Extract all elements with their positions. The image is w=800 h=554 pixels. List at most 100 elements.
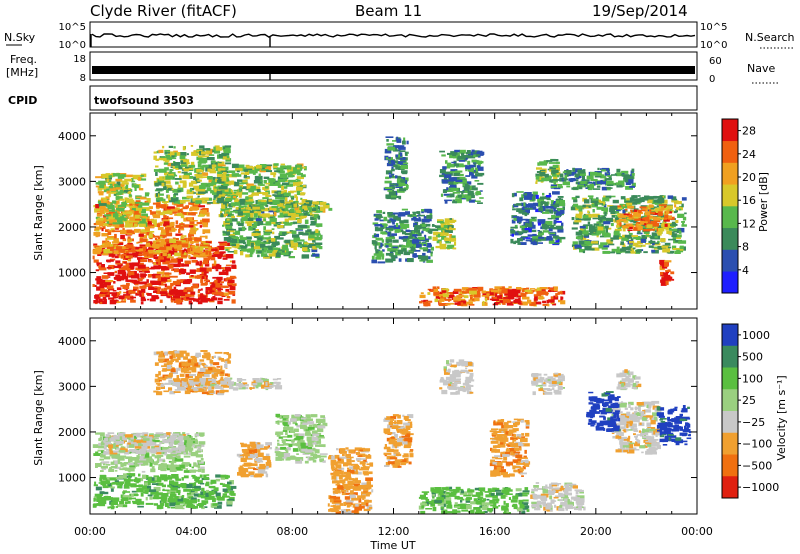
echo-cell <box>98 438 101 442</box>
echo-cell <box>199 253 206 257</box>
echo-cell <box>215 474 221 478</box>
echo-cell <box>561 222 564 227</box>
echo-cell <box>249 210 255 213</box>
echo-cell <box>390 173 395 176</box>
echo-cell <box>594 202 597 205</box>
echo-cell <box>660 238 666 242</box>
echo-cell <box>548 239 555 244</box>
echo-cell <box>202 190 206 193</box>
echo-cell <box>556 174 559 178</box>
echo-cell <box>156 290 161 294</box>
echo-cell <box>238 187 242 192</box>
echo-cell <box>227 498 235 501</box>
echo-cell <box>245 236 252 240</box>
echo-cell <box>223 182 229 186</box>
echo-cell <box>267 178 275 181</box>
echo-cell <box>319 201 327 206</box>
echo-cell <box>180 236 185 239</box>
echo-cell <box>241 248 249 252</box>
echo-cell <box>539 162 547 166</box>
echo-cell <box>577 184 585 187</box>
echo-cell <box>513 299 521 304</box>
echo-cell <box>450 237 457 242</box>
echo-cell <box>401 208 408 211</box>
echo-cell <box>574 220 582 223</box>
echo-cell <box>284 239 291 244</box>
echo-cell <box>153 169 161 172</box>
echo-cell <box>467 150 471 155</box>
echo-cell <box>675 208 678 213</box>
echo-cell <box>650 239 653 244</box>
echo-cell <box>596 234 599 238</box>
echo-cell <box>430 290 434 292</box>
echo-cell <box>475 154 480 157</box>
echo-cell <box>212 497 216 503</box>
echo-cell <box>586 248 595 251</box>
echo-cell <box>659 206 665 211</box>
echo-cell <box>391 175 394 178</box>
echo-cell <box>172 241 178 246</box>
echo-cell <box>652 211 660 215</box>
echo-cell <box>384 148 392 154</box>
echo-cell <box>284 213 292 216</box>
echo-cell <box>305 203 312 207</box>
echo-cell <box>277 203 284 207</box>
echo-cell <box>227 284 234 287</box>
echo-cell <box>215 269 219 272</box>
echo-cell <box>122 491 126 494</box>
echo-cell <box>190 298 196 301</box>
echo-cell <box>647 196 654 200</box>
echo-cell <box>465 195 472 199</box>
echo-cell <box>628 232 633 235</box>
echo-cell <box>469 201 475 203</box>
echo-cell <box>177 497 184 502</box>
echo-cell <box>246 183 254 186</box>
echo-cell <box>542 303 548 306</box>
echo-cell <box>101 491 109 495</box>
echo-cell <box>164 251 171 256</box>
echo-cell <box>225 155 230 159</box>
echo-cell <box>212 503 218 506</box>
echo-cell <box>589 230 594 236</box>
echo-cell <box>538 290 547 295</box>
echo-cell <box>458 158 464 161</box>
echo-cell <box>170 197 179 202</box>
echo-cell <box>159 212 163 215</box>
echo-cell <box>546 299 549 304</box>
echo-cell <box>653 199 660 203</box>
echo-cell <box>598 199 601 203</box>
echo-cell <box>171 157 177 160</box>
echo-cell <box>398 212 406 217</box>
echo-cell <box>269 214 274 217</box>
echo-cell <box>635 198 642 203</box>
echo-cell <box>127 500 131 504</box>
echo-cell <box>261 241 264 245</box>
echo-cell <box>246 239 251 244</box>
echo-cell <box>156 261 161 265</box>
echo-cell <box>663 217 668 220</box>
echo-cell <box>148 249 154 253</box>
echo-cell <box>212 200 216 204</box>
echo-cell <box>614 233 621 237</box>
echo-cell <box>463 295 469 299</box>
echo-cell <box>440 298 445 302</box>
echo-cell <box>210 189 213 194</box>
echo-cell <box>582 250 585 254</box>
colorbar-segment <box>722 271 738 294</box>
echo-cell <box>174 193 179 196</box>
echo-cell <box>163 215 167 219</box>
echo-cell <box>380 231 386 235</box>
echo-cell <box>188 233 192 238</box>
echo-cell <box>109 300 117 305</box>
echo-cell <box>462 184 466 187</box>
echo-cell <box>424 208 432 213</box>
echo-cell <box>650 211 655 215</box>
echo-cell <box>165 175 174 180</box>
echo-cell <box>101 173 110 179</box>
echo-cell <box>272 251 277 255</box>
echo-cell <box>292 173 296 175</box>
echo-cell <box>606 239 613 243</box>
echo-cell <box>208 154 215 156</box>
echo-cell <box>197 301 203 305</box>
echo-cell <box>651 242 659 245</box>
